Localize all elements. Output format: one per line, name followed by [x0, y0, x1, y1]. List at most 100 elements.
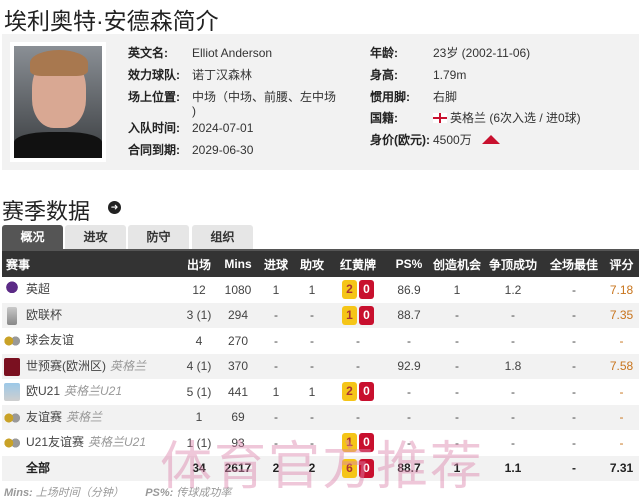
friendly-icon — [4, 408, 20, 427]
legend-key: PS%: — [145, 487, 174, 499]
aerial-cell: - — [482, 404, 544, 430]
rating-cell: 7.35 — [604, 302, 639, 328]
premier-league-icon — [4, 281, 20, 300]
competition-name[interactable]: 球会友谊 — [26, 333, 75, 348]
red-card-count: 0 — [359, 433, 374, 453]
apps-cell: 4 — [195, 333, 203, 348]
rating-cell: - — [604, 404, 639, 430]
table-row: 球会友谊 4 270 - - - - - - - - — [2, 328, 639, 354]
competition-name[interactable]: 欧U21 — [26, 384, 61, 399]
ps-cell: 92.9 — [386, 353, 432, 379]
info-value: 英格兰 (6次入选 / 进0球) — [433, 111, 581, 125]
team-name[interactable]: 英格兰 — [110, 358, 147, 373]
tab-0[interactable]: 概况 — [2, 225, 63, 249]
tab-3[interactable]: 组织 — [192, 225, 253, 249]
info-value: 右脚 — [433, 90, 457, 104]
table-row: U21友谊赛 英格兰U21 1 (1) 93 - - 1 0 - - - - - — [2, 430, 639, 456]
rating-cell: 7.31 — [604, 455, 639, 481]
aerial-cell: - — [511, 333, 515, 348]
yellow-card-count: 6 — [342, 458, 357, 478]
competition-name[interactable]: 世预赛(欧洲区) — [26, 358, 106, 373]
aerial-cell: - — [511, 435, 515, 450]
assists-cell: 1 — [308, 384, 316, 399]
table-row: 世预赛(欧洲区) 英格兰 4 (1) 370- - -92.9-1.8-7.58 — [2, 353, 639, 379]
motm-cell: - — [544, 455, 604, 481]
player-info-panel: 英文名: Elliot Anderson 效力球队: 诺丁汉森林 场上位置: 中场（中场、… — [2, 34, 639, 170]
table-row: 欧U21 英格兰U21 5 (1) 441 1 1 2 0 - - - - - — [2, 379, 639, 405]
team-name[interactable]: 英格兰U21 — [88, 435, 147, 450]
team-name[interactable]: 英格兰U21 — [64, 384, 123, 399]
assists-cell: - — [294, 404, 330, 430]
mins-cell: 370 — [218, 353, 258, 379]
aerial-cell: 1.2 — [504, 282, 522, 297]
motm-cell: - — [544, 353, 604, 379]
aerial-cell: - — [511, 384, 515, 399]
info-value: 1.79m — [433, 68, 466, 82]
competition-cell: 球会友谊 — [2, 328, 180, 354]
chances-cell: - — [432, 302, 482, 328]
goals-cell: - — [274, 333, 278, 348]
motm-cell: - — [572, 435, 576, 450]
tab-2[interactable]: 防守 — [128, 225, 189, 249]
chances-cell: - — [432, 404, 482, 430]
rating-cell: - — [619, 435, 624, 450]
red-card-count: 0 — [359, 382, 374, 402]
info-label: 合同到期: — [128, 143, 180, 157]
chances-cell: - — [455, 333, 459, 348]
info-value: 中场（中场、前腰、左中场 ) — [192, 90, 337, 118]
yellow-card-count: 1 — [342, 433, 357, 453]
competition-cell: 英超 — [2, 277, 180, 303]
cards-cell: - — [330, 353, 386, 379]
assists-cell: 2 — [294, 455, 330, 481]
legend-desc: 传球成功率 — [176, 487, 232, 499]
rating-cell: - — [619, 333, 624, 348]
competition-name[interactable]: 全部 — [26, 460, 51, 475]
assists-cell: - — [294, 353, 330, 379]
team-name[interactable]: 英格兰 — [66, 409, 103, 424]
red-card-count: 0 — [359, 305, 374, 325]
chances-cell: 1 — [432, 455, 482, 481]
competition-name[interactable]: U21友谊赛 — [26, 435, 85, 450]
season-stats-table: 赛事 出场 Mins 进球 助攻 红黄牌 PS% 创造机会 争顶成功 全场最佳 评分 英超 12 1080… — [2, 251, 639, 481]
chances-cell: - — [432, 353, 482, 379]
column-header: 助攻 — [294, 251, 330, 277]
arrow-right-circle-icon[interactable]: ➜ — [108, 201, 121, 214]
euro-u21-icon — [4, 383, 20, 402]
info-label: 身价(欧元): — [370, 133, 430, 147]
competition-name[interactable]: 友谊赛 — [26, 409, 63, 424]
assists-cell: - — [310, 435, 314, 450]
apps-cell: 1 — [180, 404, 218, 430]
info-label: 身高: — [370, 68, 398, 82]
ps-cell: 88.7 — [386, 302, 432, 328]
mins-cell: 270 — [227, 333, 249, 348]
column-header: 红黄牌 — [330, 251, 386, 277]
red-card-count: 0 — [359, 458, 374, 478]
column-header: 全场最佳 — [544, 251, 604, 277]
wc-qualifier-icon — [4, 357, 20, 376]
apps-cell: 3 (1) — [180, 302, 218, 328]
goals-cell: - — [274, 435, 278, 450]
section-title: 赛季数据 — [2, 199, 91, 224]
aerial-cell: - — [482, 302, 544, 328]
competition-cell: 欧联杯 — [2, 302, 180, 328]
column-header: 创造机会 — [432, 251, 482, 277]
tab-1[interactable]: 进攻 — [65, 225, 126, 249]
aerial-cell: 1.8 — [482, 353, 544, 379]
rating-cell: - — [619, 384, 624, 399]
info-value-text: 23岁 (2002-11-06) — [433, 46, 531, 60]
info-value: 2029-06-30 — [192, 143, 254, 157]
column-header: 赛事 — [2, 251, 180, 277]
goals-cell: - — [258, 404, 294, 430]
blank-icon — [4, 460, 20, 478]
competition-name[interactable]: 英超 — [26, 282, 51, 297]
value-up-arrow-icon — [481, 135, 500, 144]
apps-cell: 4 (1) — [180, 353, 218, 379]
apps-cell: 1 (1) — [186, 435, 212, 450]
competition-name[interactable]: 欧联杯 — [26, 307, 63, 322]
chances-cell: - — [455, 384, 459, 399]
player-photo — [10, 42, 106, 162]
